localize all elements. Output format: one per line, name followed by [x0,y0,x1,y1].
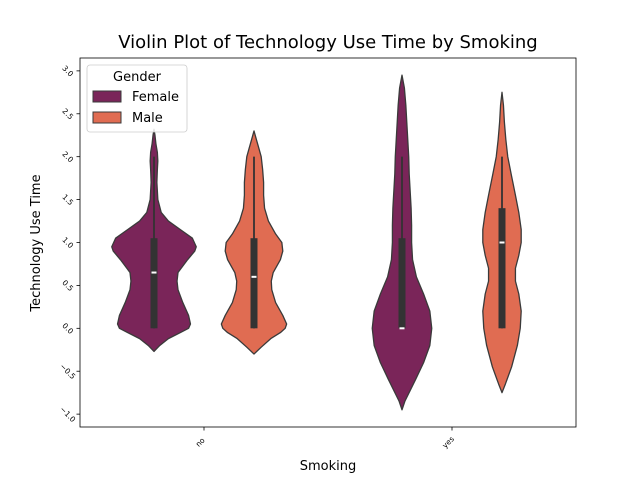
x-axis-label: Smoking [300,459,357,474]
legend-swatch-female [92,90,122,103]
y-tick-label: 1.5 [60,192,75,207]
iqr-box-male-no [250,238,258,329]
legend-items: Female Male [92,90,179,126]
y-axis-ticks: −1.0 −0.5 0.0 0.5 1.0 1.5 2.0 2.5 3.0 [58,64,80,424]
legend-label-female: Female [132,90,179,105]
iqr-box-male-yes [498,208,506,329]
y-tick-label: 0.5 [60,278,75,293]
y-tick-label: 0.0 [60,321,75,336]
iqr-box-female-no [150,238,158,329]
y-axis-label: Technology Use Time [29,174,44,312]
x-axis-ticks: no yes [194,427,456,450]
y-tick-label: 1.0 [60,235,75,250]
y-tick-label: 2.5 [60,107,75,122]
legend-swatch-male [92,111,122,124]
y-tick-label: −0.5 [58,362,77,381]
y-tick-label: 2.0 [60,150,75,165]
legend-label-male: Male [132,111,163,126]
median-male-no [251,275,257,278]
median-female-no [151,271,157,274]
iqr-box-female-yes [398,238,406,329]
chart-title: Violin Plot of Technology Use Time by Sm… [118,32,537,53]
x-tick-label-yes: yes [440,434,456,450]
violins [111,74,522,411]
legend-title: Gender [113,70,162,85]
legend: Gender Female Male [86,64,188,133]
x-tick-label-no: no [194,435,207,448]
y-tick-label: 3.0 [60,64,75,79]
y-tick-label: −1.0 [58,405,77,424]
median-female-yes [399,327,405,330]
median-male-yes [499,241,505,244]
